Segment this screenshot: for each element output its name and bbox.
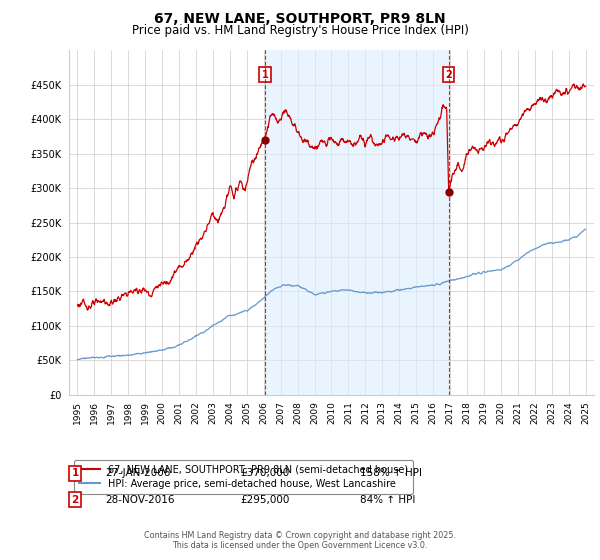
Text: 158% ↑ HPI: 158% ↑ HPI — [360, 468, 422, 478]
Text: 27-JAN-2006: 27-JAN-2006 — [105, 468, 170, 478]
Text: 1: 1 — [71, 468, 79, 478]
Text: Price paid vs. HM Land Registry's House Price Index (HPI): Price paid vs. HM Land Registry's House … — [131, 24, 469, 36]
Text: 84% ↑ HPI: 84% ↑ HPI — [360, 494, 415, 505]
Bar — [265, 50, 449, 395]
Text: Contains HM Land Registry data © Crown copyright and database right 2025.
This d: Contains HM Land Registry data © Crown c… — [144, 530, 456, 550]
Text: 67, NEW LANE, SOUTHPORT, PR9 8LN: 67, NEW LANE, SOUTHPORT, PR9 8LN — [154, 12, 446, 26]
Text: 2: 2 — [71, 494, 79, 505]
Text: £370,000: £370,000 — [240, 468, 289, 478]
Text: 1: 1 — [262, 69, 268, 80]
Legend: 67, NEW LANE, SOUTHPORT, PR9 8LN (semi-detached house), HPI: Average price, semi: 67, NEW LANE, SOUTHPORT, PR9 8LN (semi-d… — [74, 460, 413, 493]
Text: £295,000: £295,000 — [240, 494, 289, 505]
Text: 28-NOV-2016: 28-NOV-2016 — [105, 494, 175, 505]
Text: 2: 2 — [445, 69, 452, 80]
